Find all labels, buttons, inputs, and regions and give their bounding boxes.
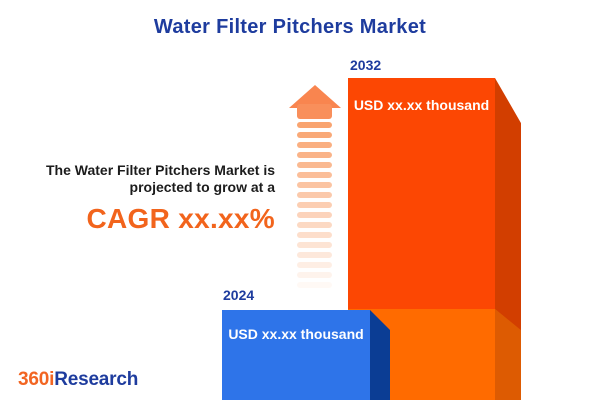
headline-line-2: projected to grow at a [129, 178, 275, 195]
growth-arrow-stripe [297, 152, 332, 158]
growth-arrow-stripe [297, 202, 332, 208]
bar-2024-side-face [370, 310, 390, 400]
growth-arrow-stripe [297, 132, 332, 138]
company-logo: 360iResearch [18, 369, 138, 391]
bar-2032-value: USD xx.xx thousand [353, 97, 490, 113]
bar-2024-value: USD xx.xx thousand [228, 326, 364, 342]
logo-suffix: Research [54, 369, 139, 390]
bar-2032-side-face-lower [495, 308, 521, 400]
headline-line-1: The Water Filter Pitchers Market is [46, 162, 275, 178]
growth-arrow-stripe [297, 252, 332, 258]
logo-prefix: 360i [18, 369, 55, 390]
page-title: Water Filter Pitchers Market [153, 16, 427, 38]
growth-arrow-stripe [297, 192, 332, 198]
growth-arrow-stripes [297, 122, 332, 294]
growth-arrow-stripe [297, 182, 332, 188]
growth-arrow-stripe [297, 272, 332, 278]
growth-arrow-stripe [297, 262, 332, 268]
growth-arrow-stripe [297, 212, 332, 218]
cagr-value: CAGR xx.xx% [86, 203, 275, 234]
growth-arrow-stripe [297, 242, 332, 248]
growth-arrow-stripe [297, 232, 332, 238]
growth-arrow-stripe [297, 142, 332, 148]
growth-arrow-neck [297, 104, 332, 119]
bar-label-2024: 2024 [223, 287, 255, 303]
bar-2032-side-face [495, 78, 521, 400]
growth-arrow-stripe [297, 282, 332, 288]
bar-label-2032: 2032 [350, 57, 382, 73]
bar-2024 [222, 310, 370, 400]
headline-block: The Water Filter Pitchers Market is proj… [20, 162, 275, 235]
growth-arrow-stripe [297, 172, 332, 178]
growth-arrow-stripe [297, 122, 332, 128]
growth-arrow-stripe [297, 162, 332, 168]
growth-arrow-stripe [297, 222, 332, 228]
